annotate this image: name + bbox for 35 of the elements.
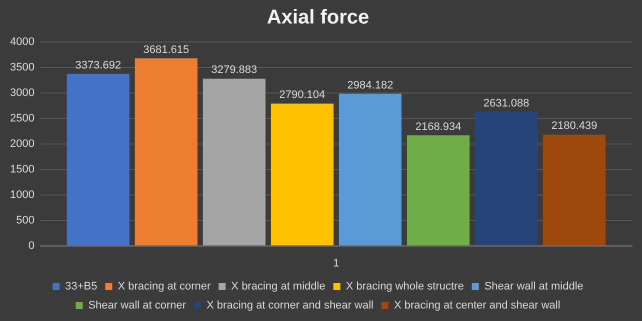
x-tick-label: 1 — [333, 257, 340, 270]
y-tick-label: 3500 — [10, 62, 34, 74]
legend-label: X bracing at middle — [231, 280, 326, 293]
y-tick-label: 1000 — [10, 188, 34, 201]
data-label: 2984.182 — [347, 79, 394, 92]
legend-label: X bracing at corner and shear wall — [206, 300, 374, 312]
y-tick-label: 4000 — [10, 36, 34, 48]
data-label: 3681.615 — [143, 44, 190, 56]
y-tick-label: 0 — [28, 240, 34, 252]
y-tick-label: 3000 — [10, 86, 34, 99]
legend-label: X bracing at corner — [118, 280, 212, 293]
bar — [270, 104, 334, 246]
bar — [134, 58, 198, 246]
y-tick-label: 500 — [16, 214, 34, 226]
data-label: 3373.692 — [75, 59, 122, 72]
data-label: 3279.883 — [211, 64, 258, 76]
legend-label: Shear wall at middle — [484, 280, 584, 293]
legend-label: Shear wall at corner — [88, 300, 186, 312]
bar — [338, 94, 402, 246]
legend-label: 33+B5 — [65, 280, 98, 293]
data-label: 2790.104 — [279, 89, 326, 102]
bar — [543, 134, 606, 246]
bar — [202, 78, 266, 246]
bar — [66, 74, 130, 246]
y-tick-label: 2000 — [10, 138, 34, 150]
bar — [406, 135, 470, 246]
y-tick-label: 2500 — [10, 112, 34, 124]
data-label: 2180.439 — [551, 120, 598, 132]
bar — [475, 112, 538, 246]
y-tick-label: 1500 — [10, 163, 34, 176]
legend-label: X bracing whole structre — [346, 280, 464, 293]
chart-title: Axial force — [266, 6, 370, 29]
data-label: 2631.088 — [483, 97, 530, 110]
data-label: 2168.934 — [415, 120, 462, 133]
legend-label: X bracing at center and shear wall — [394, 300, 560, 312]
